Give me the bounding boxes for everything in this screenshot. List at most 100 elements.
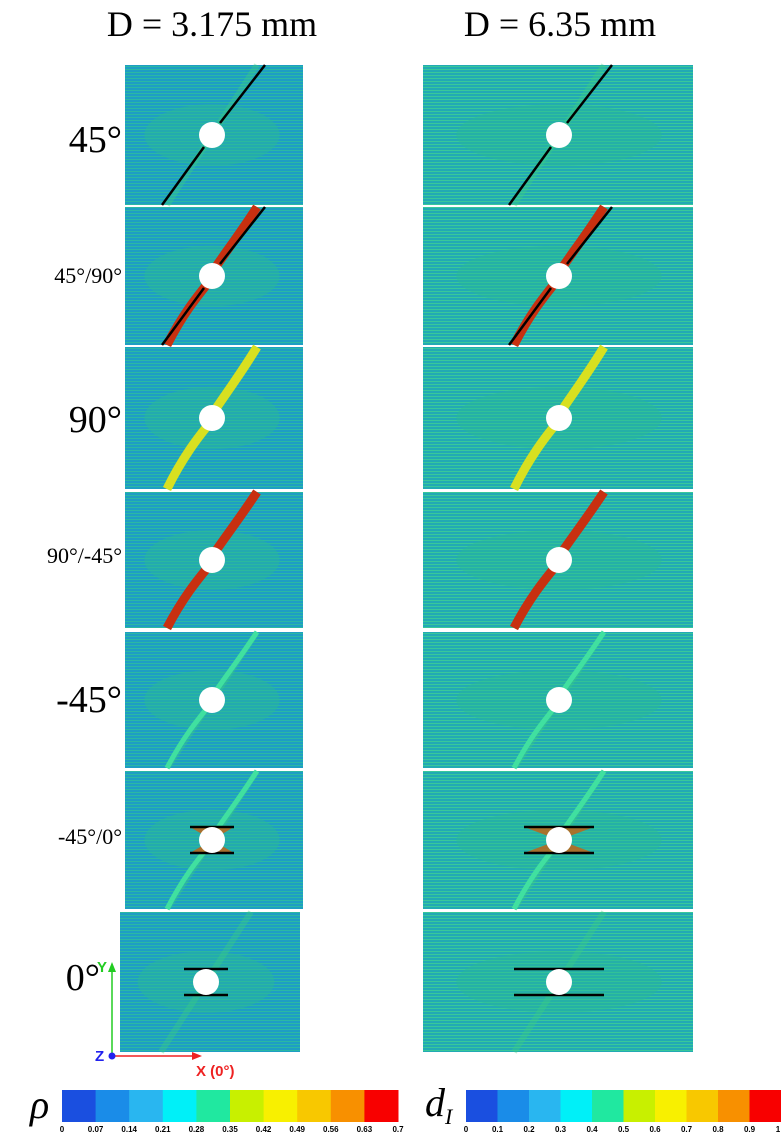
colorbar-tick-label: 0	[464, 1125, 469, 1134]
row-label: -45°/0°	[58, 824, 122, 849]
panel	[423, 769, 693, 911]
row-label: 90°	[69, 399, 122, 441]
hole	[193, 969, 219, 995]
colorbar-symbol: ρ	[28, 1082, 49, 1127]
colorbar-tick-label: 0.3	[555, 1125, 567, 1134]
ply-line	[566, 206, 613, 265]
axis-label: Y	[97, 959, 107, 976]
color-swatch	[364, 1090, 399, 1122]
hole	[199, 687, 225, 713]
color-swatch	[529, 1090, 561, 1122]
panel	[125, 630, 303, 770]
colorbars: 0 0.07 0.14 0.21 0.28 0.35 0.42 0.49 0.56 0.63 0.7…	[60, 1090, 781, 1134]
x-arrowhead	[192, 1052, 202, 1060]
color-swatch	[497, 1090, 530, 1122]
color-swatch	[330, 1090, 365, 1122]
colorbar-tick-label: 0.2	[523, 1125, 535, 1134]
colorbar-tick-label: 0.07	[88, 1125, 104, 1134]
color-swatch	[686, 1090, 719, 1122]
colorbar-tick-label: 0.42	[256, 1125, 272, 1134]
hole	[546, 405, 572, 431]
hole	[546, 122, 572, 148]
panel	[120, 910, 300, 1054]
axis-label: Z	[95, 1048, 104, 1065]
panel	[423, 630, 693, 770]
hole	[199, 122, 225, 148]
ply-line	[566, 64, 613, 124]
row-label: 45°/90°	[54, 263, 122, 288]
color-swatch	[129, 1090, 164, 1122]
colorbar-tick-label: 0.35	[222, 1125, 238, 1134]
panel	[423, 344, 693, 491]
color-swatch	[297, 1090, 332, 1122]
panel	[423, 910, 693, 1054]
panel	[423, 489, 693, 631]
hole	[546, 263, 572, 289]
ply-line	[219, 64, 266, 124]
hole	[199, 405, 225, 431]
hole	[546, 547, 572, 573]
colorbar-tick-label: 0.28	[189, 1125, 205, 1134]
colorbar-tick-label: 1	[776, 1125, 781, 1134]
row-label: 45°	[69, 119, 122, 161]
z-dot	[108, 1052, 116, 1060]
panel	[423, 63, 693, 207]
color-swatch	[263, 1090, 298, 1122]
symbol-base: d	[425, 1080, 446, 1125]
panel	[125, 344, 303, 491]
color-swatch	[749, 1090, 781, 1122]
hole	[199, 827, 225, 853]
hole	[199, 547, 225, 573]
colorbar-symbol: dI	[425, 1080, 454, 1129]
ply-line	[507, 287, 553, 346]
hole	[546, 687, 572, 713]
ply-line	[160, 287, 206, 346]
column-header: D = 3.175 mm	[107, 4, 317, 44]
color-swatch	[95, 1090, 130, 1122]
color-swatch	[560, 1090, 593, 1122]
hole	[546, 827, 572, 853]
colorbar-tick-label: 0.49	[289, 1125, 305, 1134]
row-label: 0°	[66, 957, 100, 999]
color-swatch	[196, 1090, 231, 1122]
colorbar-tick-label: 0.4	[586, 1125, 598, 1134]
color-swatch	[592, 1090, 624, 1122]
color-swatch	[230, 1090, 265, 1122]
colorbar-tick-label: 0.7	[681, 1125, 693, 1134]
colorbar-tick-label: 0.14	[121, 1125, 137, 1134]
colorbar-tick-label: 0.1	[492, 1125, 504, 1134]
panel	[125, 489, 303, 631]
colorbar-tick-label: 0	[60, 1125, 65, 1134]
colorbar-tick-label: 0.7	[392, 1125, 404, 1134]
y-arrowhead	[108, 962, 116, 972]
colorbar-tick-label: 0.56	[323, 1125, 339, 1134]
row-label: -45°	[56, 679, 122, 721]
color-swatch	[623, 1090, 656, 1122]
axis-label: X (0°)	[196, 1063, 235, 1080]
colorbar-tick-label: 0.6	[649, 1125, 661, 1134]
colorbar-tick-label: 0.8	[712, 1125, 724, 1134]
ply-line	[160, 146, 206, 206]
column-header: D = 6.35 mm	[464, 4, 656, 44]
ply-line	[507, 146, 553, 206]
hole	[546, 969, 572, 995]
ply-line	[219, 206, 266, 265]
colorbar-tick-label: 0.5	[618, 1125, 630, 1134]
panel	[125, 63, 303, 207]
colorbar-tick-label: 0.21	[155, 1125, 171, 1134]
color-swatch	[655, 1090, 687, 1122]
colorbar-tick-label: 0.63	[357, 1125, 373, 1134]
color-swatch	[718, 1090, 750, 1122]
color-swatch	[466, 1090, 498, 1122]
panel	[125, 769, 303, 911]
color-swatch	[62, 1090, 97, 1122]
symbol-subscript: I	[444, 1104, 454, 1129]
panel	[125, 204, 303, 348]
row-label: 90°/-45°	[47, 543, 122, 568]
panel	[423, 204, 693, 348]
panels	[120, 63, 693, 1054]
hole	[199, 263, 225, 289]
axis-triad: Y Z X (0°)	[95, 959, 235, 1080]
color-swatch	[162, 1090, 197, 1122]
